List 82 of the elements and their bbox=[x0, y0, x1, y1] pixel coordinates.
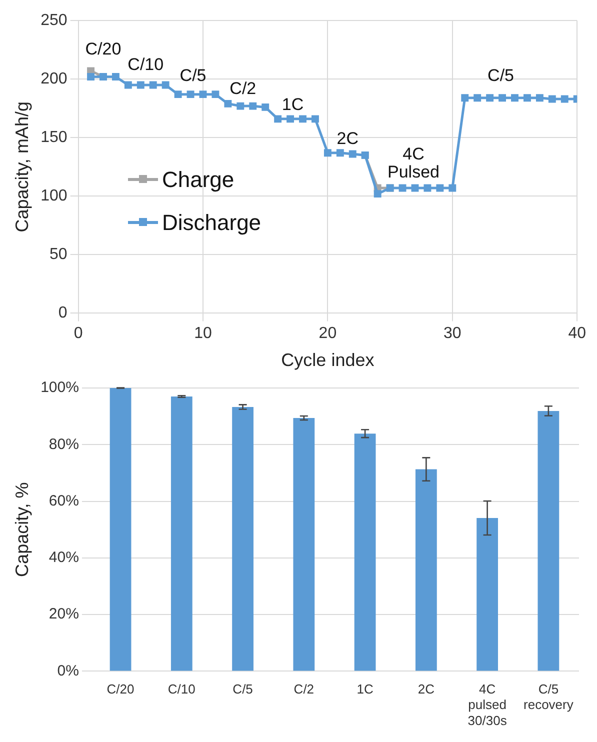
point bbox=[523, 94, 531, 102]
y-tick-label: 60% bbox=[48, 492, 79, 510]
point bbox=[136, 81, 144, 89]
annotation: 2C bbox=[336, 128, 359, 148]
y-tick-label: 40% bbox=[48, 549, 79, 566]
annotation: C/20 bbox=[85, 40, 122, 59]
point bbox=[299, 115, 306, 123]
point bbox=[424, 184, 432, 192]
point bbox=[224, 100, 232, 108]
point bbox=[411, 184, 419, 192]
point bbox=[274, 115, 282, 123]
x-tick-label: 2C bbox=[418, 682, 434, 697]
y-tick-label: 80% bbox=[48, 436, 79, 453]
bar bbox=[354, 434, 376, 671]
point bbox=[474, 94, 482, 102]
y-tick-label: 0% bbox=[57, 662, 79, 680]
y-tick-label: 250 bbox=[40, 12, 68, 30]
point bbox=[286, 115, 294, 123]
point bbox=[461, 94, 469, 102]
bar bbox=[538, 410, 560, 671]
x-tick-label: C/5 recovery bbox=[524, 682, 574, 712]
x-tick-label: C/10 bbox=[168, 682, 196, 697]
point bbox=[436, 184, 444, 192]
point bbox=[348, 150, 356, 158]
point bbox=[324, 149, 332, 157]
annotation: C/2 bbox=[230, 79, 256, 98]
bar bbox=[110, 388, 132, 671]
bar bbox=[232, 406, 254, 671]
point bbox=[112, 73, 120, 81]
x-tick-label: 10 bbox=[194, 325, 212, 342]
bar bbox=[170, 396, 192, 671]
legend-label: Discharge bbox=[162, 210, 262, 236]
x-tick-label: C/20 bbox=[106, 682, 134, 697]
point bbox=[398, 184, 406, 192]
annotation: 4C Pulsed bbox=[388, 144, 440, 182]
x-tick-label: 20 bbox=[318, 325, 337, 342]
point bbox=[536, 94, 544, 102]
point bbox=[124, 81, 132, 89]
y-axis-title: Capacity, % bbox=[12, 482, 32, 577]
point bbox=[560, 95, 568, 103]
point bbox=[312, 115, 319, 123]
y-tick-label: 100% bbox=[40, 379, 79, 396]
point bbox=[174, 90, 182, 98]
point bbox=[149, 81, 157, 89]
bar bbox=[293, 418, 315, 671]
bar bbox=[476, 518, 498, 671]
x-tick-label: C/2 bbox=[294, 682, 314, 697]
point bbox=[87, 67, 94, 75]
annotation: C/10 bbox=[128, 54, 164, 74]
y-tick-label: 0 bbox=[58, 304, 68, 322]
point bbox=[336, 149, 344, 157]
point bbox=[498, 94, 506, 102]
legend-label: Charge bbox=[162, 166, 234, 192]
annotation: C/5 bbox=[180, 66, 206, 85]
point bbox=[249, 102, 257, 110]
bar bbox=[415, 469, 437, 671]
point bbox=[87, 73, 94, 81]
point bbox=[236, 102, 244, 110]
point bbox=[486, 94, 494, 102]
x-axis-title: Cycle index bbox=[281, 350, 374, 370]
point bbox=[162, 81, 170, 89]
point bbox=[448, 184, 456, 192]
y-tick-label: 50 bbox=[50, 246, 68, 264]
point bbox=[186, 90, 194, 98]
annotation: C/5 bbox=[488, 66, 514, 85]
y-tick-label: 100 bbox=[40, 188, 68, 205]
x-tick-label: 4C pulsed 30/30s bbox=[468, 682, 508, 728]
point bbox=[212, 90, 220, 98]
point bbox=[262, 103, 270, 111]
point bbox=[548, 95, 556, 103]
annotation: 1C bbox=[282, 95, 304, 114]
point bbox=[374, 190, 382, 198]
x-tick-label: C/5 bbox=[232, 682, 253, 697]
point bbox=[511, 94, 518, 102]
x-tick-label: 1C bbox=[356, 682, 374, 697]
y-tick-label: 200 bbox=[40, 70, 68, 88]
x-tick-label: 30 bbox=[444, 325, 462, 342]
y-tick-label: 150 bbox=[40, 129, 68, 146]
y-axis-title: Capacity, mAh/g bbox=[12, 102, 32, 232]
point bbox=[199, 90, 207, 98]
x-tick-label: 40 bbox=[568, 325, 586, 342]
y-tick-label: 20% bbox=[48, 606, 79, 623]
